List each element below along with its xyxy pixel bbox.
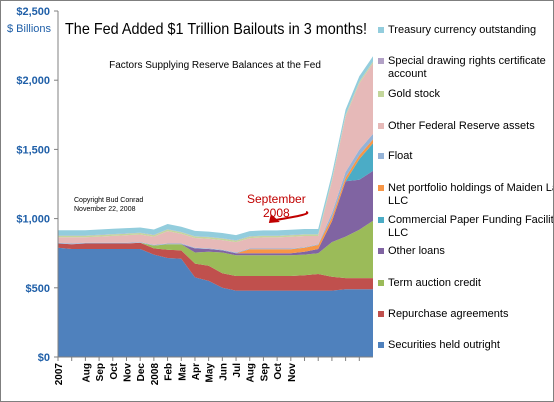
september-label-line-2: 2008 bbox=[263, 206, 290, 220]
chart-subtitle: Factors Supplying Reserve Balances at th… bbox=[109, 60, 321, 71]
y-tick-label: $1,500 bbox=[16, 144, 50, 156]
y-tick-label: $2,000 bbox=[16, 75, 50, 87]
x-tick-label: Nov bbox=[287, 363, 298, 382]
legend-label: Net portfolio holdings of Maiden Lane bbox=[388, 182, 553, 194]
copyright-line-1: Copyright Bud Conrad bbox=[74, 197, 143, 204]
legend-swatch bbox=[378, 91, 384, 97]
legend-label: Securities held outright bbox=[388, 339, 500, 351]
legend-label: LLC bbox=[388, 195, 408, 207]
x-tick-label: Nov bbox=[122, 363, 133, 382]
x-tick-label: Jun bbox=[218, 363, 229, 381]
x-tick-label: 2007 bbox=[54, 363, 65, 386]
area-series-1 bbox=[58, 247, 373, 357]
x-tick-label: Mar bbox=[177, 363, 188, 381]
y-tick-label: $2,500 bbox=[16, 6, 50, 18]
legend-label: Other loans bbox=[388, 245, 445, 257]
chart-title: The Fed Added $1 Trillion Bailouts in 3 … bbox=[65, 21, 367, 38]
legend-swatch bbox=[378, 280, 384, 286]
legend-label: Other Federal Reserve assets bbox=[388, 120, 535, 132]
area-series-2 bbox=[58, 242, 373, 291]
legend-label: Term auction credit bbox=[388, 277, 481, 289]
x-tick-label: Sep bbox=[259, 363, 270, 381]
legend-swatch bbox=[378, 311, 384, 317]
y-tick-label: $0 bbox=[38, 352, 50, 364]
x-tick-label: 2008 bbox=[150, 363, 161, 386]
x-tick-label: Jul bbox=[232, 363, 243, 378]
legend-swatch bbox=[378, 27, 384, 33]
legend-swatch bbox=[378, 123, 384, 129]
y-tick-label: $1,000 bbox=[16, 214, 50, 226]
area-series-8 bbox=[58, 63, 373, 253]
x-tick-label: Aug bbox=[246, 363, 257, 382]
legend-label: Float bbox=[388, 150, 412, 162]
legend-swatch bbox=[378, 58, 384, 64]
legend-swatch bbox=[378, 248, 384, 254]
legend-swatch bbox=[378, 342, 384, 348]
legend-label: LLC bbox=[388, 227, 408, 239]
x-tick-label: Feb bbox=[164, 363, 175, 381]
legend-label: Special drawing rights certificate bbox=[388, 55, 546, 67]
legend-label: Repurchase agreements bbox=[388, 308, 509, 320]
y-tick-label: $500 bbox=[26, 283, 50, 295]
x-tick-label: Dec bbox=[136, 363, 147, 382]
september-arrow-shaft bbox=[274, 211, 309, 222]
legend-swatch bbox=[378, 217, 384, 223]
copyright-line-2: November 22, 2008 bbox=[74, 206, 136, 213]
x-tick-label: Sep bbox=[95, 363, 106, 381]
x-tick-label: Oct bbox=[273, 362, 284, 379]
legend-swatch bbox=[378, 185, 384, 191]
x-tick-label: Apr bbox=[191, 363, 202, 380]
x-tick-label: May bbox=[205, 363, 216, 383]
legend-label: account bbox=[388, 68, 427, 80]
september-label-line-1: September bbox=[247, 192, 306, 206]
y-axis-label: $ Billions bbox=[7, 23, 52, 35]
area-series-3 bbox=[58, 220, 373, 279]
legend-swatch bbox=[378, 153, 384, 159]
x-tick-label: Oct bbox=[109, 362, 120, 379]
legend-label: Gold stock bbox=[388, 88, 440, 100]
x-tick-label: Aug bbox=[81, 363, 92, 382]
september-arrow-head bbox=[268, 214, 280, 224]
legend-label: Commercial Paper Funding Facility bbox=[388, 214, 553, 226]
legend-label: Treasury currency outstanding bbox=[388, 24, 536, 36]
